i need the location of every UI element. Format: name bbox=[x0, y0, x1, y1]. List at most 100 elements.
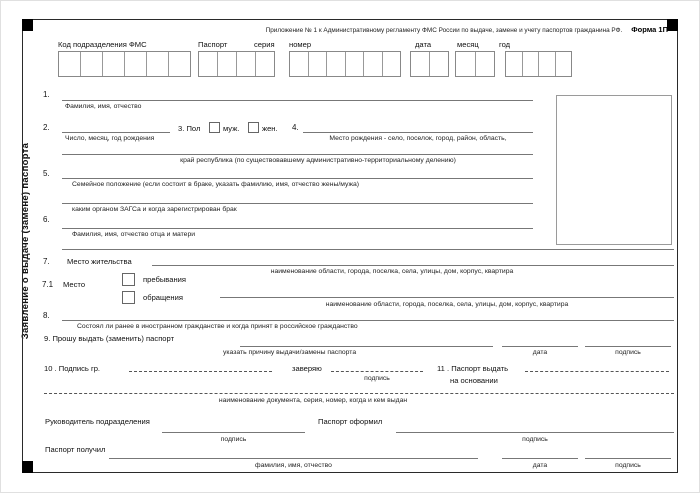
field-6-number: 6. bbox=[43, 215, 50, 224]
number-cell[interactable] bbox=[327, 52, 346, 76]
field-1-number: 1. bbox=[43, 90, 50, 99]
sex-label: 3. Пол bbox=[178, 124, 201, 133]
passport-series-boxes[interactable] bbox=[198, 51, 275, 77]
sex-female-label: жен. bbox=[262, 124, 278, 133]
received-date-line[interactable] bbox=[502, 458, 578, 459]
form-code: Форма 1П bbox=[631, 25, 668, 34]
year-cell[interactable] bbox=[523, 52, 539, 76]
birth-place-line[interactable] bbox=[303, 132, 533, 133]
month-cell[interactable] bbox=[456, 52, 476, 76]
request-reason-caption: указать причину выдачи/замены паспорта bbox=[223, 349, 357, 356]
field-2-number: 2. bbox=[43, 123, 50, 132]
processed-by-label: Паспорт оформил bbox=[318, 417, 383, 426]
code-cell[interactable] bbox=[125, 52, 147, 76]
citizen-signature-label: 10 . Подпись гр. bbox=[44, 364, 101, 373]
registration-mark-top-left bbox=[22, 19, 33, 31]
citizen-signature-line[interactable] bbox=[129, 371, 272, 372]
field-8-number: 8. bbox=[43, 311, 50, 320]
field-5-number: 5. bbox=[43, 169, 50, 178]
field-7-1-number: 7.1 bbox=[42, 280, 54, 289]
request-sign-line[interactable] bbox=[585, 346, 671, 347]
unit-head-sign-line[interactable] bbox=[162, 432, 305, 433]
stay-place-caption: наименование области, города, поселка, с… bbox=[325, 301, 569, 308]
year-cell[interactable] bbox=[556, 52, 572, 76]
marital-status-line[interactable] bbox=[62, 178, 533, 179]
number-cell[interactable] bbox=[364, 52, 383, 76]
citizenship-caption: Состоял ли ранее в иностранном гражданст… bbox=[77, 323, 358, 330]
code-cell[interactable] bbox=[81, 52, 103, 76]
issue-passport-line[interactable] bbox=[525, 371, 669, 372]
passport-number-boxes[interactable] bbox=[289, 51, 401, 77]
day-cell[interactable] bbox=[411, 52, 430, 76]
day-boxes[interactable] bbox=[410, 51, 449, 77]
series-label: серия bbox=[254, 40, 275, 49]
document-caption: наименование документа, серия, номер, ко… bbox=[218, 397, 408, 404]
year-boxes[interactable] bbox=[505, 51, 572, 77]
received-label: Паспорт получил bbox=[45, 445, 106, 454]
series-cell[interactable] bbox=[199, 52, 218, 76]
birth-place-line-2[interactable] bbox=[62, 154, 533, 155]
registration-mark-top-right bbox=[667, 19, 678, 31]
parents-line[interactable] bbox=[62, 228, 533, 229]
passport-label: Паспорт bbox=[198, 40, 228, 49]
sex-male-checkbox[interactable] bbox=[209, 122, 220, 133]
month-label: месяц bbox=[457, 40, 479, 49]
residence-caption: наименование области, города, поселка, с… bbox=[270, 268, 514, 275]
stay-place-line[interactable] bbox=[220, 297, 674, 298]
registration-mark-bottom-left bbox=[22, 461, 33, 473]
fms-code-boxes[interactable] bbox=[58, 51, 191, 77]
parents-line-2[interactable] bbox=[62, 249, 674, 250]
certify-sign-caption: подпись bbox=[364, 375, 390, 382]
marriage-registry-line[interactable] bbox=[62, 203, 533, 204]
day-cell[interactable] bbox=[430, 52, 448, 76]
basis-label: на основании bbox=[450, 376, 498, 385]
unit-head-sign-caption: подпись bbox=[220, 436, 247, 443]
photo-box bbox=[556, 95, 672, 245]
number-cell[interactable] bbox=[383, 52, 401, 76]
received-name-line[interactable] bbox=[109, 458, 478, 459]
code-cell[interactable] bbox=[147, 52, 169, 76]
request-reason-line[interactable] bbox=[240, 346, 493, 347]
sex-female-checkbox[interactable] bbox=[248, 122, 259, 133]
series-cell[interactable] bbox=[237, 52, 256, 76]
fms-code-label: Код подразделения ФМС bbox=[58, 40, 147, 49]
marriage-registry-caption: каким органом ЗАГСа и когда зарегистриро… bbox=[72, 206, 237, 213]
number-cell[interactable] bbox=[290, 52, 309, 76]
year-label: год bbox=[499, 40, 511, 49]
number-cell[interactable] bbox=[309, 52, 327, 76]
processed-by-sign-line[interactable] bbox=[396, 432, 674, 433]
code-cell[interactable] bbox=[103, 52, 125, 76]
code-cell[interactable] bbox=[59, 52, 81, 76]
birth-date-line[interactable] bbox=[62, 132, 170, 133]
document-line[interactable] bbox=[44, 393, 674, 394]
full-name-line[interactable] bbox=[62, 100, 533, 101]
parents-caption: Фамилия, имя, отчество отца и матери bbox=[72, 231, 196, 238]
residence-label: Место жительства bbox=[67, 257, 132, 266]
certify-label: заверяю bbox=[292, 364, 322, 373]
place-label: Место bbox=[63, 280, 86, 289]
number-label: номер bbox=[289, 40, 312, 49]
application-checkbox[interactable] bbox=[122, 291, 135, 304]
received-date-caption: дата bbox=[532, 462, 548, 469]
regulation-reference: Приложение № 1 к Административному регла… bbox=[265, 27, 623, 34]
month-cell[interactable] bbox=[476, 52, 495, 76]
full-name-caption: Фамилия, имя, отчество bbox=[65, 103, 142, 110]
number-cell[interactable] bbox=[346, 52, 364, 76]
citizenship-line[interactable] bbox=[62, 320, 674, 321]
residence-line[interactable] bbox=[152, 265, 674, 266]
certify-sign-line[interactable] bbox=[331, 371, 423, 372]
month-boxes[interactable] bbox=[455, 51, 495, 77]
year-cell[interactable] bbox=[506, 52, 523, 76]
received-sign-line[interactable] bbox=[585, 458, 671, 459]
code-cell[interactable] bbox=[169, 52, 190, 76]
series-cell[interactable] bbox=[256, 52, 274, 76]
series-cell[interactable] bbox=[218, 52, 237, 76]
request-date-line[interactable] bbox=[502, 346, 578, 347]
year-cell[interactable] bbox=[539, 52, 556, 76]
request-label: 9. Прошу выдать (заменить) паспорт bbox=[44, 334, 175, 343]
unit-head-label: Руководитель подразделения bbox=[45, 417, 150, 426]
stay-checkbox[interactable] bbox=[122, 273, 135, 286]
field-4-number: 4. bbox=[292, 123, 299, 132]
application-label: обращения bbox=[143, 293, 183, 302]
